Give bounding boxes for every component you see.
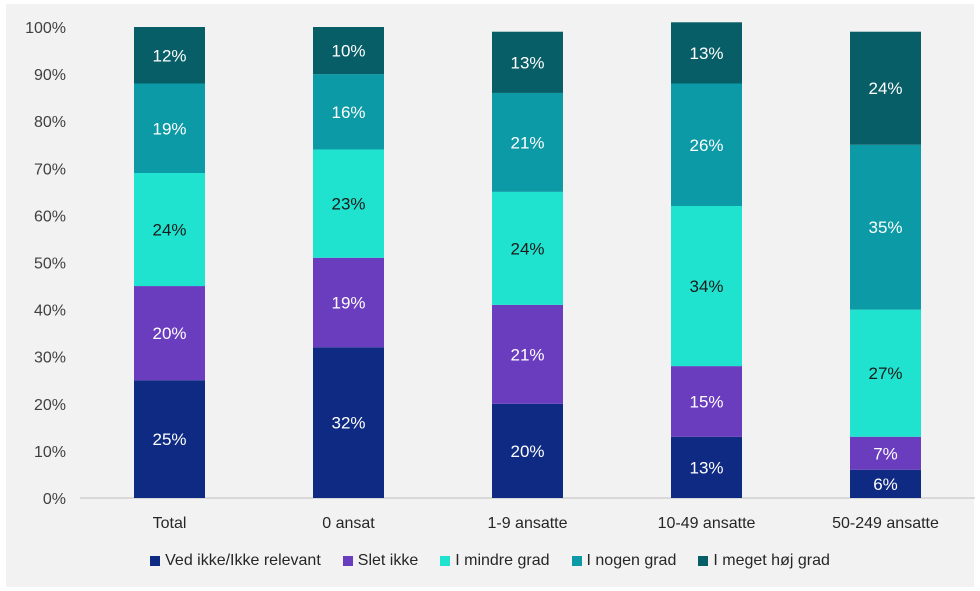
y-tick-label: 60% — [34, 208, 66, 225]
x-tick-label: 50-249 ansatte — [832, 515, 939, 532]
stacked-bar-chart: 0% 10% 20% 30% 40% 50% 60% 70% 80% 90% 100% 25% 20%… — [25, 20, 975, 532]
bar-stack: 32% 19% 23% 16% 10% — [313, 27, 384, 498]
data-label: 34% — [689, 277, 723, 296]
data-label: 13% — [689, 44, 723, 63]
y-tick-label: 70% — [34, 161, 66, 178]
bar-segment — [492, 191, 563, 305]
data-label: 19% — [331, 294, 365, 313]
data-label: 10% — [331, 42, 365, 61]
bar-segment — [671, 83, 742, 206]
y-tick-label: 40% — [34, 303, 66, 320]
bar-segment — [492, 304, 563, 404]
legend-label: Ved ikke/Ikke relevant — [165, 552, 321, 569]
data-label: 7% — [873, 444, 898, 463]
bars: 25%20%24%19%12%32%19%23%16%10%20%21%24%2… — [134, 22, 921, 498]
bar-segment — [671, 22, 742, 84]
bar-segment — [492, 92, 563, 192]
data-label: 6% — [873, 475, 898, 494]
legend-label: I meget høj grad — [713, 552, 830, 569]
bar-segment — [313, 74, 384, 150]
legend-label: Slet ikke — [357, 552, 419, 569]
bar-segment — [134, 173, 205, 287]
y-tick-label: 50% — [34, 256, 66, 273]
bar-segment — [134, 380, 205, 498]
legend-swatch — [440, 556, 451, 566]
data-label: 15% — [689, 392, 723, 411]
x-tick-label: 1-9 ansatte — [487, 515, 567, 532]
bar-segment — [313, 27, 384, 75]
data-label: 12% — [152, 46, 186, 65]
x-tick-label: 0 ansat — [322, 515, 375, 532]
legend-swatch — [342, 556, 353, 566]
data-label: 24% — [152, 221, 186, 240]
bar-segment — [134, 83, 205, 174]
bar-segment — [671, 366, 742, 437]
data-label: 35% — [868, 218, 902, 237]
bar-segment — [671, 205, 742, 367]
legend-label: I nogen grad — [586, 552, 677, 569]
data-label: 21% — [510, 133, 544, 152]
bar-segment — [492, 31, 563, 93]
bar-segment — [850, 144, 921, 310]
bar-stack: 6% 7% 27% 35% 24% — [850, 31, 921, 498]
data-label: 13% — [510, 53, 544, 72]
data-label: 16% — [331, 103, 365, 122]
bar-stack: 13% 15% 34% 26% 13% — [671, 22, 742, 498]
y-tick-label: 20% — [34, 397, 66, 414]
bar-segment — [850, 436, 921, 470]
legend-item: I nogen grad — [571, 552, 677, 570]
bar-segment — [313, 149, 384, 258]
legend-swatch — [571, 556, 582, 566]
y-tick-label: 10% — [34, 444, 66, 461]
y-tick-label: 90% — [34, 67, 66, 84]
legend: Ved ikke/Ikke relevant Slet ikke I mindre … — [0, 552, 980, 570]
data-label: 21% — [510, 345, 544, 364]
y-tick-label: 30% — [34, 350, 66, 367]
data-label: 19% — [152, 119, 186, 138]
data-label: 23% — [331, 195, 365, 214]
data-label: 24% — [510, 239, 544, 258]
bar-segment — [671, 436, 742, 498]
bar-segment — [134, 286, 205, 381]
y-axis: 0% 10% 20% 30% 40% 50% 60% 70% 80% 90% 100% — [25, 20, 66, 508]
legend-swatch — [150, 556, 161, 566]
x-axis: Total 0 ansat 1-9 ansatte 10-49 ansatte 50-2… — [153, 515, 939, 532]
legend-item: Ved ikke/Ikke relevant — [150, 552, 321, 570]
data-label: 26% — [689, 136, 723, 155]
legend-label: I mindre grad — [455, 552, 550, 569]
bar-segment — [850, 469, 921, 498]
x-tick-label: Total — [153, 515, 187, 532]
data-label: 13% — [689, 458, 723, 477]
bar-segment — [492, 403, 563, 498]
legend-swatch — [698, 556, 709, 566]
data-label: 25% — [152, 430, 186, 449]
data-label: 20% — [152, 324, 186, 343]
bar-segment — [134, 27, 205, 84]
data-label: 27% — [868, 364, 902, 383]
bar-segment — [850, 31, 921, 145]
bar-segment — [313, 257, 384, 348]
y-tick-label: 0% — [43, 491, 66, 508]
legend-item: I meget høj grad — [698, 552, 830, 570]
bar-segment — [313, 347, 384, 498]
bar-stack: 20% 21% 24% 21% 13% — [492, 31, 563, 498]
data-label: 32% — [331, 414, 365, 433]
data-label: 24% — [868, 79, 902, 98]
bar-stack: 25% 20% 24% 19% 12% — [134, 27, 205, 498]
legend-item: I mindre grad — [440, 552, 550, 570]
legend-item: Slet ikke — [342, 552, 419, 570]
y-tick-label: 100% — [25, 20, 66, 37]
bar-segment — [850, 309, 921, 437]
y-tick-label: 80% — [34, 114, 66, 131]
x-tick-label: 10-49 ansatte — [658, 515, 756, 532]
data-label: 20% — [510, 442, 544, 461]
